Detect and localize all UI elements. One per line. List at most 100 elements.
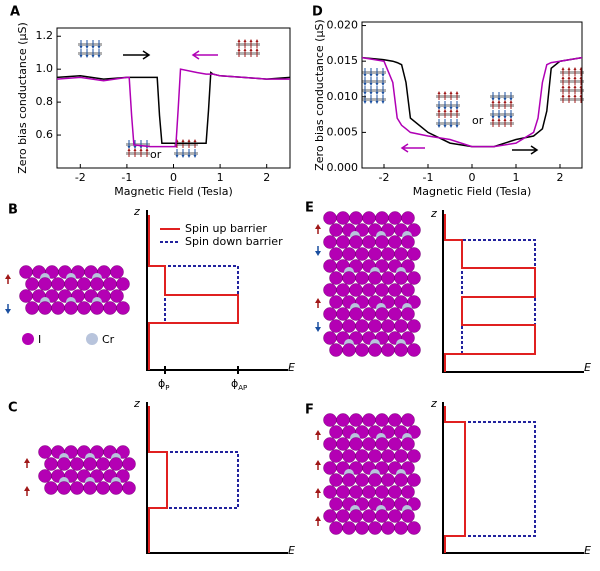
iodine	[336, 235, 350, 249]
layer	[490, 113, 514, 116]
series-line	[56, 71, 291, 145]
phi-sub: AP	[238, 384, 247, 392]
spin-head	[455, 107, 459, 110]
spin-head	[315, 224, 321, 229]
iodine	[394, 449, 408, 463]
iodine	[381, 247, 395, 261]
phi-label: ϕAP	[231, 377, 247, 392]
spin-head	[567, 76, 571, 79]
axis-z: z	[133, 205, 140, 218]
spin-head	[175, 155, 179, 158]
series-line	[56, 68, 290, 148]
iodine	[362, 283, 376, 297]
y-tick-label: 0.000	[327, 161, 359, 174]
layer	[78, 52, 102, 55]
iodine	[329, 473, 343, 487]
iodine	[407, 271, 421, 285]
spin-head	[369, 92, 373, 95]
spin-head	[375, 74, 379, 77]
spin-down-barrier	[444, 406, 536, 553]
iodine	[375, 509, 389, 523]
spin-head	[437, 91, 441, 94]
iodine	[355, 449, 369, 463]
spin-head	[567, 94, 571, 97]
iodine	[355, 521, 369, 535]
series-line	[361, 56, 583, 148]
iodine	[323, 283, 337, 297]
y-tick-label: 0.8	[36, 95, 54, 108]
iodine	[349, 437, 363, 451]
spin-head	[315, 488, 321, 493]
spin-head	[381, 83, 385, 86]
iodine	[349, 283, 363, 297]
iodine	[401, 283, 415, 297]
spin-head	[139, 148, 143, 151]
iodine	[355, 319, 369, 333]
iodine	[362, 307, 376, 321]
layer	[362, 98, 386, 101]
iodine	[323, 485, 337, 499]
panel-label: F	[305, 403, 314, 418]
iodine	[349, 485, 363, 499]
iodine	[122, 481, 136, 495]
iodine	[96, 457, 110, 471]
x-tick-label: 2	[557, 171, 564, 184]
iodine	[336, 509, 350, 523]
phi-label: ϕP	[158, 377, 170, 392]
iodine	[355, 247, 369, 261]
iodine	[96, 481, 110, 495]
axis-e: E	[584, 544, 591, 557]
iodine	[381, 271, 395, 285]
spin-head	[491, 100, 495, 103]
spin-head	[193, 155, 197, 158]
iodine	[349, 307, 363, 321]
iodine	[407, 521, 421, 535]
layer	[560, 71, 584, 74]
iodine	[368, 473, 382, 487]
spin-up-barrier	[148, 406, 168, 553]
iodine	[375, 235, 389, 249]
axis-z: z	[430, 397, 437, 410]
iodine	[342, 271, 356, 285]
spin-head	[573, 76, 577, 79]
spin-head	[187, 139, 191, 142]
iodine	[407, 247, 421, 261]
layer	[560, 98, 584, 101]
iodine	[368, 319, 382, 333]
y-tick-label: 0.020	[327, 19, 359, 32]
spin-head	[509, 118, 513, 121]
iodine	[25, 301, 39, 315]
iodine	[329, 521, 343, 535]
spin-head	[437, 125, 441, 128]
iodine	[77, 277, 91, 291]
iodine	[362, 485, 376, 499]
iodine	[381, 473, 395, 487]
spin-head	[375, 83, 379, 86]
iodine	[388, 283, 402, 297]
iodine	[394, 473, 408, 487]
iodine	[329, 247, 343, 261]
iodine	[342, 521, 356, 535]
arrow	[512, 145, 539, 155]
iodine	[349, 509, 363, 523]
spin-head	[127, 148, 131, 151]
iodine	[90, 301, 104, 315]
spin-head	[503, 100, 507, 103]
spin-head	[375, 101, 379, 104]
iodine	[401, 307, 415, 321]
iodine	[323, 259, 337, 273]
iodine	[381, 521, 395, 535]
spin-head	[24, 458, 30, 463]
iodine	[388, 509, 402, 523]
layer	[490, 95, 514, 98]
iodine	[116, 277, 130, 291]
spin-head	[97, 46, 101, 49]
axis-e: E	[288, 544, 295, 557]
iodine	[44, 481, 58, 495]
spin-head	[315, 516, 321, 521]
iodine	[394, 271, 408, 285]
spin-head	[381, 74, 385, 77]
spin-head	[315, 430, 321, 435]
iodine	[103, 301, 117, 315]
spin-up-barrier	[444, 406, 466, 553]
